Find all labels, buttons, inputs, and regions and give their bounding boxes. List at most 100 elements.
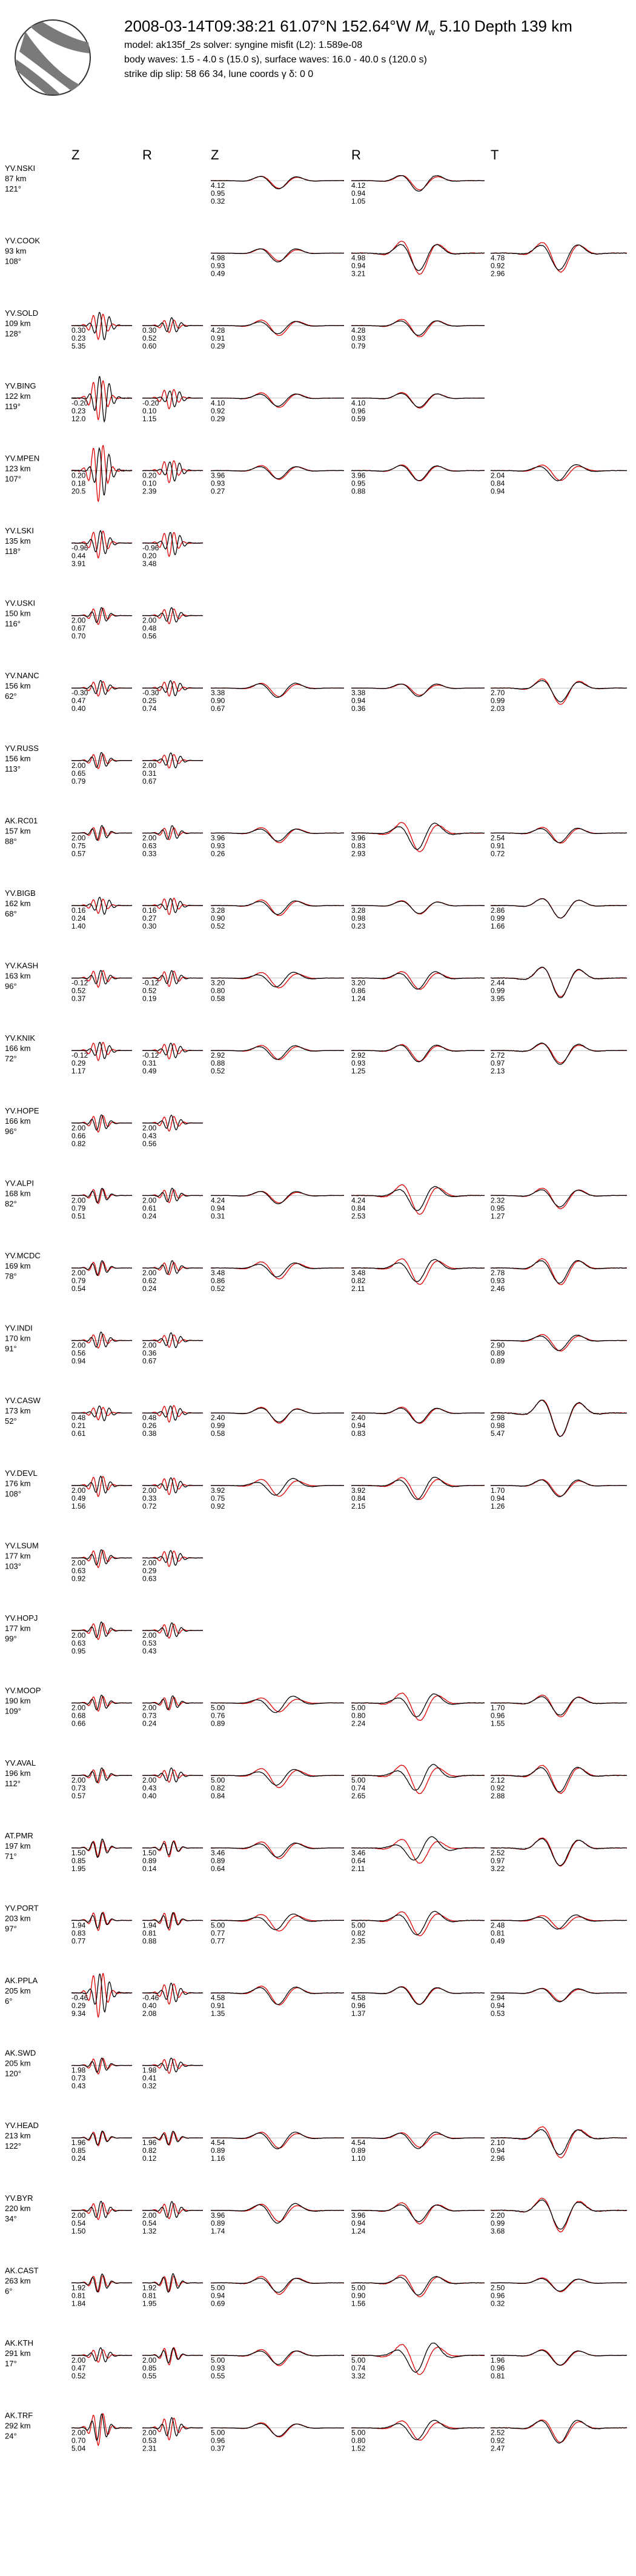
trace-shift-label: 5.00 (211, 2283, 225, 2292)
trace-cc-label: 0.10 (142, 479, 157, 487)
trace-shift-label: 3.48 (211, 1269, 225, 1277)
trace-shift-label: 2.00 (142, 2429, 157, 2437)
trace-shift-label: 3.20 (211, 979, 225, 987)
trace-ratio-label: 0.36 (351, 704, 366, 713)
station-az-label: 88° (5, 836, 17, 846)
trace-ratio-label: 0.95 (71, 1647, 86, 1655)
synthetic-trace-st (490, 1258, 628, 1286)
trace-shift-label: 3.96 (351, 471, 366, 479)
trace-cc-label: 0.94 (211, 1204, 225, 1212)
trace-ratio-label: 0.81 (491, 2372, 505, 2380)
trace-cc-label: 0.52 (71, 987, 86, 995)
trace-cc-label: 0.63 (142, 841, 157, 850)
station-az-label: 112° (5, 1779, 21, 1788)
station-dist-label: 156 km (5, 754, 31, 763)
trace-ratio-label: 0.72 (491, 849, 505, 858)
synthetic-trace-sr (351, 464, 485, 482)
observed-trace-st (491, 1767, 628, 1793)
station-name-label: YV.COOK (5, 236, 40, 245)
trace-ratio-label: 0.79 (71, 777, 86, 786)
trace-cc-label: 0.97 (491, 1059, 505, 1067)
observed-trace-sr (351, 175, 485, 192)
synthetic-trace-st (490, 1400, 628, 1437)
synthetic-trace-sz (210, 2422, 345, 2438)
synthetic-trace-st (490, 967, 628, 998)
trace-shift-label: 2.00 (71, 1124, 86, 1132)
synthetic-trace-st (490, 1479, 627, 1497)
trace-cc-label: 0.96 (491, 2291, 505, 2300)
synthetic-trace-sr (351, 822, 485, 852)
station-dist-label: 176 km (5, 1479, 31, 1488)
trace-cc-label: 0.62 (142, 1276, 157, 1285)
trace-ratio-label: 0.38 (142, 1429, 157, 1438)
trace-ratio-label: 0.58 (211, 1429, 225, 1438)
trace-shift-label: 4.58 (211, 1994, 225, 2002)
station-name-label: YV.LSKI (5, 526, 34, 535)
station-dist-label: 157 km (5, 826, 31, 835)
station-name-label: YV.CASW (5, 1396, 41, 1405)
synthetic-trace-sz (210, 176, 345, 189)
trace-cc-label: 0.89 (491, 1349, 505, 1358)
column-header-surf-r: R (351, 147, 361, 162)
trace-ratio-label: 0.56 (142, 1140, 157, 1148)
trace-ratio-label: 0.12 (142, 2154, 157, 2163)
observed-trace-sz (210, 1190, 345, 1204)
station-az-label: 120° (5, 2069, 21, 2078)
observed-trace-st (490, 1043, 628, 1065)
trace-ratio-label: 12.0 (71, 415, 86, 423)
trace-shift-label: 3.20 (351, 979, 366, 987)
trace-ratio-label: 0.37 (211, 2444, 225, 2453)
observed-trace-br (142, 752, 204, 769)
trace-shift-label: 2.00 (142, 1558, 157, 1567)
trace-cc-label: 0.64 (351, 1857, 366, 1865)
trace-cc-label: 0.27 (142, 914, 157, 923)
trace-shift-label: 1.92 (71, 2283, 86, 2292)
station-dist-label: 292 km (5, 2421, 31, 2431)
trace-shift-label: 2.00 (142, 1196, 157, 1204)
trace-cc-label: 0.73 (71, 2074, 86, 2083)
observed-trace-br (142, 1187, 204, 1203)
synthetic-trace-sr (351, 1044, 485, 1062)
trace-ratio-label: 2.11 (351, 1284, 365, 1293)
observed-trace-sr (351, 465, 485, 481)
station-az-label: 118° (5, 547, 21, 556)
observed-trace-sz (210, 2131, 345, 2149)
synthetic-trace-sr (351, 684, 485, 696)
observed-trace-br (142, 1982, 204, 2003)
trace-shift-label: 2.04 (491, 471, 505, 479)
trace-ratio-label: 0.83 (351, 1429, 366, 1438)
station-name-label: AT.PMR (5, 1831, 33, 1840)
synthetic-trace-st (490, 242, 628, 273)
observed-trace-bz (71, 530, 133, 555)
trace-cc-label: 0.94 (491, 1494, 505, 1503)
station-dist-label: 169 km (5, 1261, 31, 1270)
observed-trace-br (142, 532, 204, 556)
observed-trace-br (142, 461, 204, 482)
station-name-label: YV.ALPI (5, 1178, 34, 1187)
trace-shift-label: -0.96 (71, 544, 88, 552)
trace-ratio-label: 2.15 (351, 1502, 366, 1510)
observed-trace-br (142, 1332, 204, 1349)
trace-shift-label: 4.54 (211, 2138, 225, 2147)
trace-ratio-label: 3.21 (351, 270, 366, 278)
trace-ratio-label: 2.96 (491, 270, 505, 278)
trace-shift-label: -0.30 (71, 689, 88, 697)
trace-shift-label: 3.46 (351, 1849, 366, 1857)
trace-cc-label: 0.93 (211, 479, 225, 487)
observed-trace-bz (71, 1475, 132, 1493)
trace-shift-label: 2.90 (491, 1341, 505, 1350)
synthetic-trace-sz (210, 1045, 345, 1060)
observed-trace-sr (351, 1044, 485, 1063)
trace-ratio-label: 1.95 (71, 1864, 86, 1873)
observed-trace-sz (210, 1769, 345, 1786)
trace-cc-label: 0.96 (351, 407, 366, 415)
observed-trace-st (490, 2200, 628, 2230)
observed-trace-st (490, 2349, 628, 2366)
column-header-body-r: R (142, 147, 152, 162)
trace-cc-label: 0.99 (211, 1421, 225, 1430)
trace-cc-label: 0.31 (142, 769, 157, 778)
